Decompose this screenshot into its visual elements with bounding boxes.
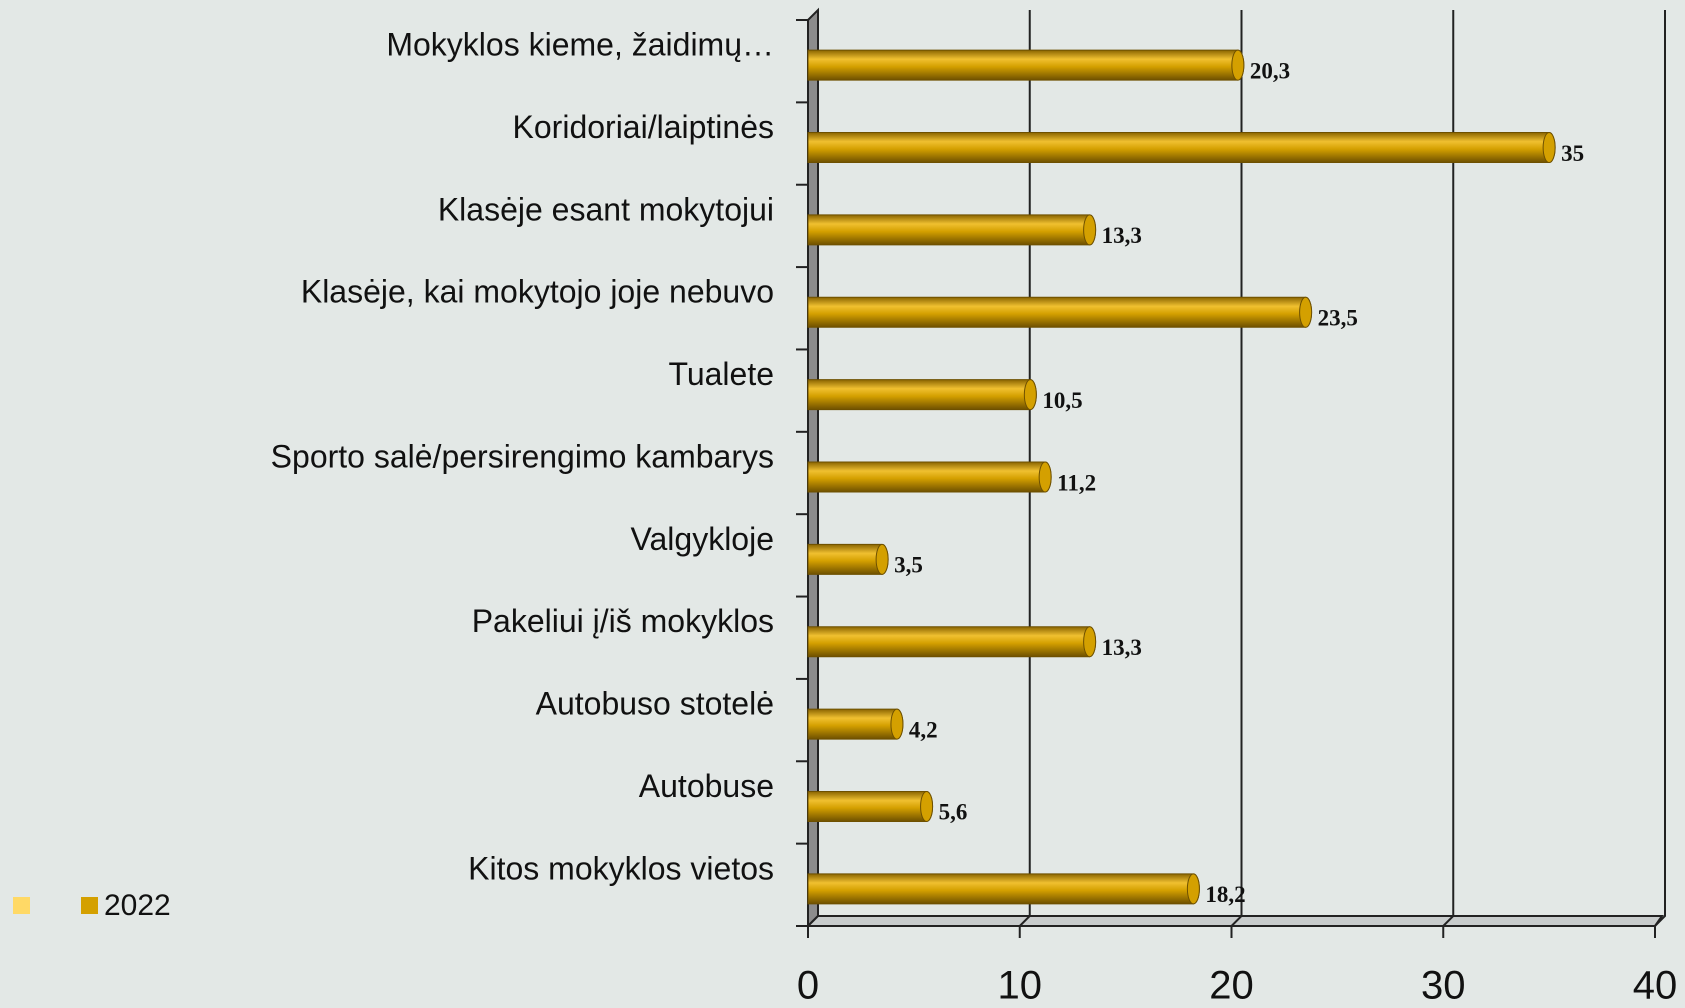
value-label: 23,5: [1318, 306, 1358, 331]
bar-cap: [1186, 873, 1200, 905]
bar: [807, 379, 1037, 411]
x-tick-label: 0: [797, 964, 819, 1008]
value-label: 3,5: [894, 553, 923, 578]
bar-cap: [1542, 132, 1556, 164]
bar: [807, 873, 1200, 905]
bar-cap: [920, 790, 934, 822]
y-tick-label: Autobuse: [639, 768, 774, 804]
value-label: 10,5: [1042, 388, 1082, 413]
legend-swatch-empty: [13, 897, 30, 914]
grid-line: [1442, 10, 1455, 927]
bar: [807, 296, 1313, 328]
value-label: 11,2: [1057, 470, 1096, 495]
y-tick-label: Valgykloje: [631, 521, 774, 557]
grid-line: [1654, 10, 1666, 927]
value-label: 4,2: [909, 717, 938, 742]
y-tick-label: Klasėje, kai mokytojo joje nebuvo: [301, 274, 774, 310]
y-tick-label: Tualete: [668, 356, 774, 392]
y-tick-label: Koridoriai/laiptinės: [513, 109, 774, 145]
x-tick-label: 20: [1209, 964, 1254, 1008]
bar-cap: [1083, 214, 1097, 246]
bar: [807, 132, 1556, 164]
value-label: 18,2: [1205, 882, 1245, 907]
bar-cap: [1083, 626, 1097, 658]
y-tick-label: Autobuso stotelė: [536, 686, 774, 722]
x-tick-label: 40: [1633, 964, 1678, 1008]
y-tick-label: Klasėje esant mokytojui: [438, 191, 774, 227]
bar-cap: [1299, 296, 1313, 328]
legend-label: 2022: [104, 889, 171, 922]
y-tick-label: Kitos mokyklos vietos: [468, 850, 774, 886]
floor: [805, 915, 1664, 927]
y-tick-label: Mokyklos kieme, žaidimų…: [386, 27, 774, 63]
bar-cap: [1038, 461, 1052, 493]
bar-cap: [1231, 49, 1245, 81]
bar: [807, 708, 904, 740]
value-label: 35: [1561, 141, 1584, 166]
value-label: 13,3: [1102, 223, 1142, 248]
value-label: 13,3: [1102, 635, 1142, 660]
bar: [807, 461, 1052, 493]
x-tick-label: 30: [1421, 964, 1466, 1008]
bar: [807, 49, 1245, 81]
y-tick-label: Sporto salė/persirengimo kambarys: [271, 438, 774, 474]
bar-cap: [890, 708, 904, 740]
legend-swatch: [81, 897, 98, 914]
bar: [807, 214, 1097, 246]
x-tick-label: 10: [998, 964, 1043, 1008]
bar-cap: [875, 543, 889, 575]
bar: [807, 626, 1097, 658]
bar: [807, 790, 934, 822]
bar-cap: [1023, 379, 1037, 411]
value-label: 20,3: [1250, 58, 1290, 83]
value-label: 5,6: [939, 800, 968, 825]
y-tick-label: Pakeliui į/iš mokyklos: [472, 603, 774, 639]
